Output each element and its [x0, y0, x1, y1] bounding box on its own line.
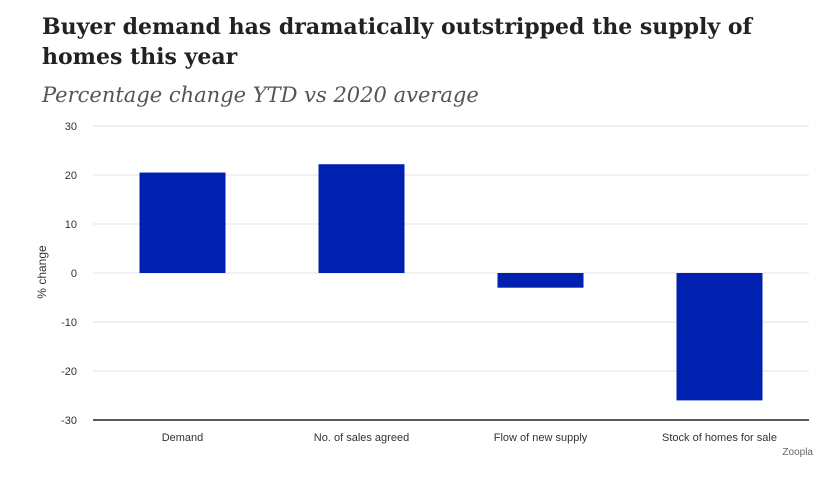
y-tick-label: -20 [61, 366, 77, 378]
chart-title: Buyer demand has dramatically outstrippe… [42, 14, 752, 70]
x-category-label: Stock of homes for sale [662, 432, 777, 444]
y-tick-label: 0 [71, 268, 77, 280]
bar [139, 172, 226, 273]
x-axis-categories: Demand No. of sales agreed Flow of new sup… [162, 432, 777, 444]
source-credit: Zoopla [782, 447, 813, 458]
chart-subtitle: Percentage change YTD vs 2020 average [42, 83, 479, 107]
y-axis-ticks: 30 20 10 0 -10 -20 -30 [61, 121, 77, 427]
bars [139, 164, 763, 401]
y-tick-label: 10 [65, 219, 77, 231]
y-axis-title: % change [35, 245, 49, 299]
x-category-label: Flow of new supply [494, 432, 588, 444]
x-category-label: Demand [162, 432, 204, 444]
bar [497, 273, 584, 288]
bar [676, 273, 763, 401]
y-tick-label: 30 [65, 121, 77, 133]
x-category-label: No. of sales agreed [314, 432, 409, 444]
bar [318, 164, 405, 273]
y-tick-label: 20 [65, 170, 77, 182]
y-tick-label: -10 [61, 317, 77, 329]
y-tick-label: -30 [61, 415, 77, 427]
